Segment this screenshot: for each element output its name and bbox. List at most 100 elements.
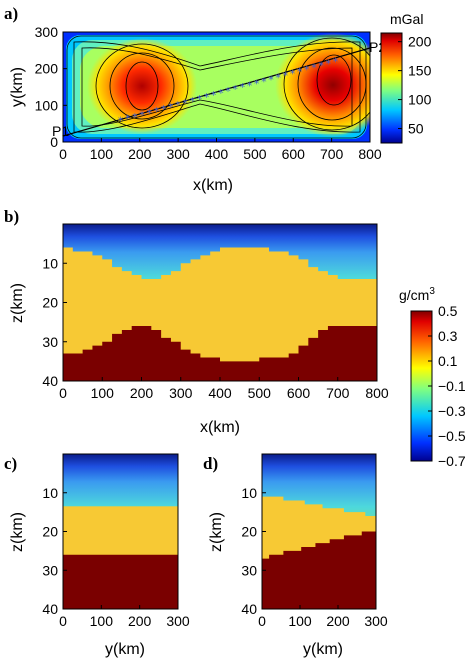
profile-marker: * xyxy=(182,97,188,110)
profile-marker: * xyxy=(318,60,324,73)
profile-marker: * xyxy=(154,105,160,118)
profile-marker: * xyxy=(304,64,310,77)
profile-marker: * xyxy=(125,113,131,126)
profile-marker: * xyxy=(333,56,339,69)
profile-marker: * xyxy=(146,107,152,120)
panel-d-xtick-label: 0 xyxy=(258,613,266,629)
panel-c-ytick-label: 30 xyxy=(42,562,58,578)
panel-b-xtick-label: 0 xyxy=(59,385,67,401)
density-colorbar-tick-label: −0.7 xyxy=(438,453,466,469)
mgal-colorbar-tick-label: 100 xyxy=(408,92,432,108)
panel-d-xtick-label: 100 xyxy=(288,613,312,629)
profile-start-label: P1 xyxy=(52,123,69,139)
panel-a-xtick-label: 800 xyxy=(358,146,382,162)
density-section-x xyxy=(63,224,377,381)
mgal-colorbar-title: mGal xyxy=(390,11,423,27)
profile-marker: * xyxy=(240,81,246,94)
mantle-layer xyxy=(63,326,377,381)
panel-a: a) * * * * * * * * * * * * * * * * * * * * * * * * * * * * xyxy=(4,4,432,194)
panel-c-ytick-label: 10 xyxy=(42,485,58,501)
anomaly-peak-left xyxy=(87,38,197,134)
panel-c-xtick-label: 100 xyxy=(90,613,114,629)
density-colorbar-group: g/cm3 0.5 0.3 0.1 −0.1 −0.3 −0.5 −0.7 xyxy=(399,286,466,469)
panel-b-xtick-label: 200 xyxy=(130,385,154,401)
panel-c-ticks: 0 100 200 300 10 20 30 40 xyxy=(42,485,189,629)
panel-b-xtick-label: 500 xyxy=(248,385,272,401)
panel-a-xtick-label: 400 xyxy=(205,146,229,162)
panel-b-ylabel: z(km) xyxy=(9,283,26,323)
panel-b-ytick-label: 20 xyxy=(42,295,58,311)
density-colorbar-tick-label: −0.5 xyxy=(438,428,466,444)
profile-marker: * xyxy=(211,89,217,102)
profile-marker: * xyxy=(225,85,231,98)
panel-a-xtick-label: 300 xyxy=(166,146,190,162)
panel-a-xtick-label: 600 xyxy=(282,146,306,162)
density-colorbar-tick-label: −0.3 xyxy=(438,403,466,419)
mantle-layer xyxy=(63,554,178,609)
profile-marker: * xyxy=(168,101,174,114)
panel-c-xtick-label: 300 xyxy=(166,613,190,629)
panel-d: d) 0 100 200 300 10 20 30 40 y(km) z(km) xyxy=(203,453,388,658)
panel-b-label: b) xyxy=(4,207,19,226)
panel-d-ticks: 0 100 200 300 10 20 30 40 xyxy=(241,485,387,629)
density-colorbar-tick-label: −0.1 xyxy=(438,378,466,394)
panel-b-xtick-label: 700 xyxy=(326,385,350,401)
panel-d-label: d) xyxy=(203,454,218,473)
panel-c-ytick-label: 40 xyxy=(42,601,58,617)
panel-b-xtick-label: 600 xyxy=(287,385,311,401)
panel-a-xtick-label: 100 xyxy=(90,146,114,162)
panel-b-xtick-label: 800 xyxy=(365,385,389,401)
panel-d-ytick-label: 40 xyxy=(241,601,257,617)
mantle-layer xyxy=(262,531,376,609)
profile-marker: * xyxy=(175,99,181,112)
mgal-colorbar-tick-label: 50 xyxy=(408,121,424,137)
mgal-colorbar-tick-label: 200 xyxy=(408,34,432,50)
profile-marker: * xyxy=(275,71,281,84)
panel-c-xlabel: y(km) xyxy=(105,641,145,658)
profile-marker: * xyxy=(189,95,195,108)
anomaly-peak-right xyxy=(275,33,370,137)
panel-b-xtick-label: 400 xyxy=(208,385,232,401)
mgal-colorbar-tick-label: 150 xyxy=(408,63,432,79)
panel-c: c) 0 100 200 300 10 20 30 40 y(km) z(km) xyxy=(4,453,190,658)
profile-marker: * xyxy=(118,115,124,128)
profile-marker: * xyxy=(254,77,260,90)
density-colorbar-tick-label: 0.1 xyxy=(438,353,458,369)
profile-marker: * xyxy=(218,87,224,100)
panel-d-xlabel: y(km) xyxy=(303,641,343,658)
profile-line xyxy=(63,47,370,137)
panel-b-ytick-label: 10 xyxy=(42,255,58,271)
profile-marker: * xyxy=(247,79,253,92)
profile-marker: * xyxy=(232,83,238,96)
panel-a-ylabel: y(km) xyxy=(9,67,26,107)
profile-marker: * xyxy=(283,69,289,82)
panel-d-xtick-label: 200 xyxy=(326,613,350,629)
panel-c-ytick-label: 20 xyxy=(42,524,58,540)
profile-markers: * * * * * * * * * * * * * * * * * * * * * * * * * * * * * * * xyxy=(118,56,339,128)
profile-marker: * xyxy=(290,67,296,80)
profile-marker: * xyxy=(311,62,317,75)
panel-c-label: c) xyxy=(4,454,17,473)
panel-a-xtick-label: 200 xyxy=(128,146,152,162)
panel-b-xtick-label: 300 xyxy=(169,385,193,401)
panel-a-ytick-label: 100 xyxy=(35,97,59,113)
panel-b: b) 0 100 200 300 400 500 600 700 800 10 20 30 40 x(k… xyxy=(4,207,389,436)
density-section-d xyxy=(262,454,376,609)
panel-d-ytick-label: 20 xyxy=(241,524,257,540)
profile-marker: * xyxy=(132,111,138,124)
mgal-colorbar-ticks: 200 150 100 50 xyxy=(398,34,432,137)
profile-marker: * xyxy=(326,58,332,71)
panel-c-ylabel: z(km) xyxy=(9,512,26,552)
panel-a-xtick-label: 700 xyxy=(320,146,344,162)
profile-marker: * xyxy=(161,103,167,116)
panel-d-ytick-label: 10 xyxy=(241,485,257,501)
profile-marker: * xyxy=(297,65,303,78)
density-colorbar-ticks: 0.5 0.3 0.1 −0.1 −0.3 −0.5 −0.7 xyxy=(428,303,466,469)
panel-a-xtick-label: 500 xyxy=(243,146,267,162)
panel-a-label: a) xyxy=(4,4,18,23)
panel-a-xtick-label: 0 xyxy=(59,146,67,162)
panel-b-xlabel: x(km) xyxy=(200,419,240,436)
panel-a-ytick-label: 300 xyxy=(35,24,59,40)
panel-a-ytick-label: 200 xyxy=(35,61,59,77)
